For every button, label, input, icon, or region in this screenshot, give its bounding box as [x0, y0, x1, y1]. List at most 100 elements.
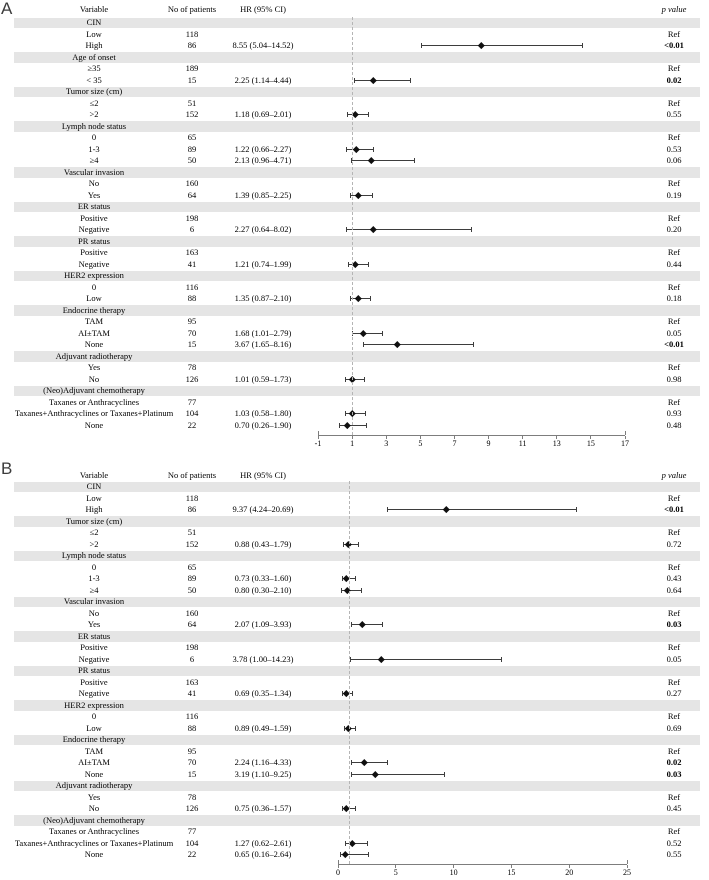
category-band [14, 596, 700, 607]
category-row: Tumor size (cm) [0, 516, 709, 528]
variable-cell: Positive [80, 642, 108, 652]
x-axis-tick-label: 7 [452, 439, 457, 448]
ci-cap-low [345, 376, 347, 382]
category-band [14, 236, 700, 247]
table-row: Low 118 Ref [0, 493, 709, 505]
x-axis-tick [568, 865, 570, 868]
x-axis-tick-label: 5 [393, 868, 398, 877]
ci-marker [349, 410, 356, 417]
category-label: Lymph node status [61, 120, 127, 131]
panel-label-b: B [1, 459, 13, 478]
patients-cell: 64 [187, 619, 197, 629]
variable-cell: Negative [78, 224, 110, 234]
hr-ci-cell: 1.21 (0.74–1.99) [234, 258, 292, 269]
hr-ci-cell: 1.35 (0.87–2.10) [234, 293, 292, 303]
ci-cap-low [346, 146, 348, 152]
category-row: (Neo)Adjuvant chemotherapy [0, 385, 709, 397]
patients-cell: 15 [187, 74, 197, 85]
table-row: Positive 198 Ref [0, 213, 709, 225]
patients-cell: 104 [185, 837, 199, 848]
variable-cell: None [84, 768, 104, 779]
variable-cell: Low [86, 492, 102, 503]
variable-cell: >2 [89, 538, 99, 549]
table-row: Yes 78 Ref [0, 362, 709, 374]
x-axis-tick-label: 15 [507, 868, 516, 877]
ci-cap-high [361, 587, 363, 593]
ci-line [345, 229, 472, 231]
patients-cell: 65 [187, 561, 197, 572]
variable-cell: Positive [80, 676, 108, 687]
ci-cap-high [368, 112, 370, 118]
table-row: AI±TAM 70 1.68 (1.01–2.79) 0.05 [0, 328, 709, 340]
ci-cap-low [352, 330, 354, 336]
category-band [14, 815, 700, 826]
ci-line [341, 589, 363, 591]
hr-ci-cell: 3.19 (1.10–9.25) [234, 768, 292, 779]
p-value-cell: 0.19 [666, 189, 682, 200]
ci-cap-high [501, 656, 503, 662]
ci-cap-high [355, 725, 357, 731]
variable-cell: < 35 [86, 74, 102, 85]
ci-line [344, 413, 366, 415]
ci-marker [360, 329, 367, 337]
patients-cell: 116 [185, 281, 199, 292]
rows: CIN Low 118 Ref High 86 9.37 (4.24–20.69) <0.01… [0, 460, 709, 880]
patients-cell: 89 [187, 143, 197, 154]
hr-ci-cell: 3.78 (1.00–14.23) [232, 653, 294, 664]
category-label: Endocrine therapy [62, 304, 126, 315]
table-row: Low 118 Ref [0, 29, 709, 41]
ci-cap-low [354, 77, 356, 83]
ci-marker [354, 295, 362, 302]
category-row: CIN [0, 481, 709, 493]
ci-cap-low [350, 622, 352, 628]
table-row: None 22 0.65 (0.16–2.64) 0.55 [0, 849, 709, 861]
variable-cell: Low [86, 722, 102, 733]
x-axis-tick [510, 865, 512, 868]
table-row: ≥4 50 0.80 (0.30–2.10) 0.64 [0, 585, 709, 597]
variable-cell: ≤2 [89, 97, 99, 108]
ci-cap-high [387, 760, 389, 766]
patients-cell: 189 [185, 63, 199, 73]
table-row: High 86 9.37 (4.24–20.69) <0.01 [0, 504, 709, 516]
p-value-cell: Ref [667, 561, 681, 572]
variable-cell: Yes [87, 619, 101, 629]
patients-cell: 70 [187, 327, 197, 338]
column-header-patients: No of patients [167, 470, 217, 480]
p-value-cell: 0.18 [666, 293, 682, 303]
x-axis-tick-label: 25 [623, 868, 631, 877]
category-row: Endocrine therapy [0, 734, 709, 746]
ci-cap-high [581, 43, 583, 49]
patients-cell: 22 [187, 419, 197, 430]
table-row: ≤2 51 Ref [0, 98, 709, 110]
variable-cell: >2 [89, 109, 99, 119]
category-row: CIN [0, 17, 709, 29]
forest-panel-b: B Variable No of patients HR (95% CI) p … [0, 459, 709, 880]
patients-cell: 126 [185, 803, 199, 813]
patients-cell: 6 [189, 653, 195, 664]
category-label: Adjuvant radiotherapy [55, 350, 133, 361]
category-band [14, 270, 700, 281]
x-axis-tick [385, 436, 387, 439]
x-axis-line [318, 435, 625, 436]
hr-ci-cell: 2.13 (0.96–4.71) [234, 155, 292, 165]
p-value-cell: Ref [667, 676, 681, 687]
ci-cap-low [346, 112, 348, 118]
ci-line [363, 344, 475, 346]
x-axis-tick [626, 865, 628, 868]
ci-cap-high [367, 261, 369, 267]
p-value-cell: 0.55 [666, 109, 682, 119]
p-value-cell: Ref [667, 791, 681, 802]
table-row: 0 116 Ref [0, 282, 709, 294]
table-row: < 35 15 2.25 (1.14–4.44) 0.02 [0, 75, 709, 87]
variable-cell: Taxanes+Anthracyclines or Taxanes+Platin… [14, 408, 174, 418]
ci-line [339, 854, 369, 856]
ci-cap-high [443, 771, 445, 777]
variable-cell: Low [86, 293, 102, 303]
table-row: None 15 3.67 (1.65–8.16) <0.01 [0, 339, 709, 351]
category-band [14, 700, 700, 711]
variable-cell: No [88, 373, 100, 384]
category-row: Lymph node status [0, 550, 709, 562]
ci-marker [358, 621, 366, 628]
p-value-cell: 0.02 [666, 74, 682, 85]
ci-line [387, 509, 578, 511]
